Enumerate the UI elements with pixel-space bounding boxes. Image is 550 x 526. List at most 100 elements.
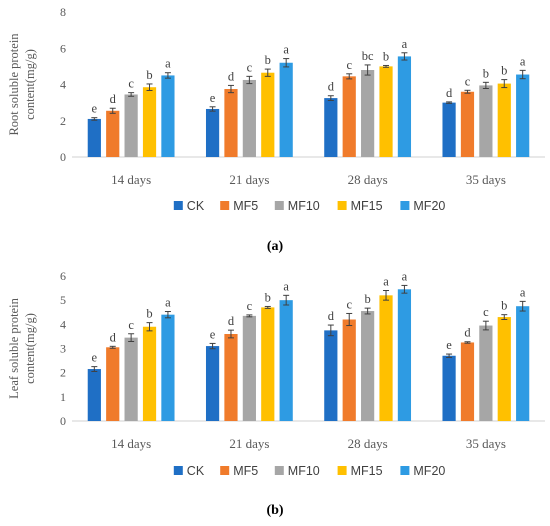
bar <box>361 311 375 421</box>
significance-letter: a <box>520 54 526 68</box>
bar <box>324 330 338 421</box>
legend-label: MF10 <box>288 199 320 213</box>
bar <box>342 76 356 157</box>
significance-letter: e <box>210 327 216 341</box>
bar <box>242 315 256 421</box>
bar <box>242 79 256 157</box>
legend-swatch <box>220 466 230 475</box>
y-tick-label: 6 <box>60 269 66 283</box>
legend-item: MF10 <box>274 464 320 478</box>
significance-letter: e <box>92 351 98 365</box>
legend-swatch <box>274 201 284 210</box>
bar <box>261 307 275 421</box>
significance-letter: b <box>146 307 152 321</box>
bar <box>397 56 412 157</box>
x-tick-label: 21 days <box>229 436 269 451</box>
significance-letter: d <box>328 309 335 323</box>
significance-letter: e <box>446 338 452 352</box>
y-axis-label: content(mg/g) <box>23 313 37 384</box>
bar <box>516 74 530 157</box>
bar <box>397 289 412 421</box>
significance-letter: b <box>265 53 271 67</box>
bar <box>161 75 175 157</box>
significance-letter: a <box>165 296 171 310</box>
bar <box>142 326 157 421</box>
bar <box>497 317 511 421</box>
bar <box>106 110 120 157</box>
significance-letter: b <box>146 68 152 82</box>
bar <box>261 72 275 157</box>
significance-letter: c <box>346 297 352 311</box>
legend-label: MF20 <box>413 199 445 213</box>
significance-letter: a <box>520 285 526 299</box>
y-tick-label: 2 <box>60 114 66 128</box>
bar <box>379 66 393 157</box>
legend-label: MF20 <box>413 464 445 478</box>
legend-swatch <box>274 466 284 475</box>
significance-letter: d <box>328 80 335 94</box>
legend-label: MF5 <box>233 464 258 478</box>
legend-swatch <box>400 201 410 210</box>
y-tick-label: 4 <box>60 78 66 92</box>
legend-item: MF10 <box>274 199 320 213</box>
bar <box>460 342 475 421</box>
legend-label: MF15 <box>351 199 383 213</box>
legend-swatch <box>337 201 347 210</box>
significance-letter: a <box>283 279 289 293</box>
y-tick-label: 0 <box>60 150 66 164</box>
bar <box>379 295 393 421</box>
significance-letter: b <box>265 290 271 304</box>
y-axis-label: Leaf soluble protein <box>7 297 21 398</box>
bar <box>124 337 138 421</box>
bar <box>479 325 493 421</box>
significance-letter: d <box>110 92 117 106</box>
legend-item: CK <box>173 464 205 478</box>
significance-letter: d <box>228 314 235 328</box>
y-tick-label: 2 <box>60 366 66 380</box>
x-tick-label: 35 days <box>466 172 506 187</box>
legend-item: MF15 <box>337 199 383 213</box>
bar <box>442 102 456 157</box>
significance-letter: c <box>346 58 352 72</box>
significance-letter: a <box>402 269 408 283</box>
x-tick-label: 28 days <box>348 436 388 451</box>
significance-letter: b <box>383 49 389 63</box>
significance-letter: a <box>383 275 389 289</box>
legend-item: MF20 <box>400 464 445 478</box>
significance-letter: c <box>247 60 253 74</box>
y-tick-label: 0 <box>60 414 66 428</box>
bar <box>87 118 101 157</box>
legend-item: MF15 <box>337 464 383 478</box>
y-tick-label: 4 <box>60 317 66 331</box>
legend-swatch <box>173 201 183 210</box>
significance-letter: c <box>465 74 471 88</box>
legend-label: CK <box>187 199 205 213</box>
legend-label: MF5 <box>233 199 258 213</box>
significance-letter: e <box>210 91 216 105</box>
x-tick-label: 28 days <box>348 172 388 187</box>
y-axis-label: Root soluble protein <box>7 33 21 136</box>
bar <box>224 89 238 157</box>
legend-item: MF20 <box>400 199 445 213</box>
y-tick-label: 1 <box>60 390 66 404</box>
bar <box>460 91 475 157</box>
significance-letter: b <box>365 292 371 306</box>
legend-item: CK <box>173 199 205 213</box>
bar <box>479 85 493 157</box>
bar <box>442 355 456 421</box>
significance-letter: b <box>501 299 507 313</box>
bar <box>161 314 175 421</box>
bar <box>497 83 511 157</box>
bar <box>224 334 238 421</box>
legend-swatch <box>173 466 183 475</box>
y-tick-label: 6 <box>60 41 66 55</box>
y-axis-label: content(mg/g) <box>23 49 37 120</box>
significance-letter: d <box>446 86 453 100</box>
legend-swatch <box>220 201 230 210</box>
bar <box>106 347 120 421</box>
significance-letter: c <box>483 305 489 319</box>
significance-letter: a <box>283 43 289 57</box>
bar <box>516 306 530 421</box>
